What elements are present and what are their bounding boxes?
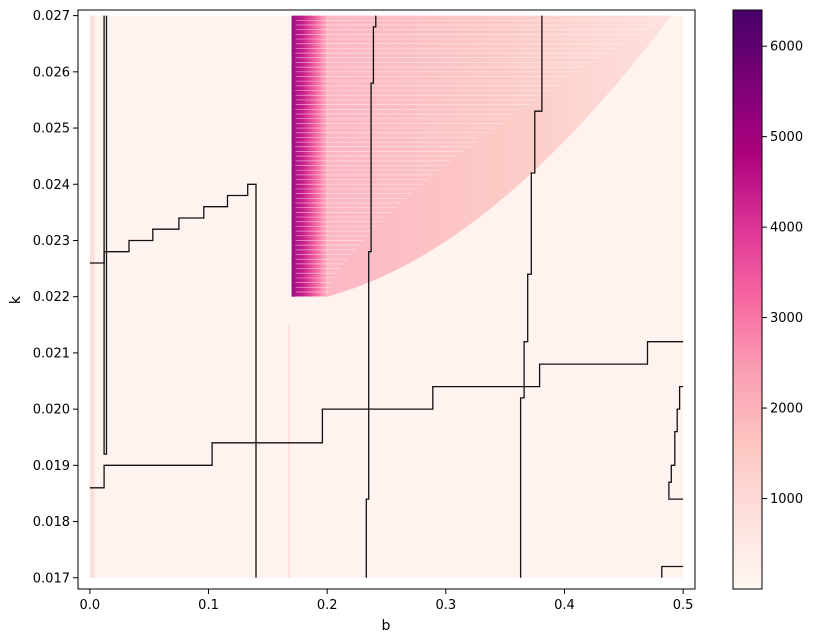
- plot-area: [89, 15, 684, 578]
- contour-line: [519, 15, 543, 578]
- y-tick-label: 0.019: [33, 459, 70, 474]
- y-tick-label: 0.021: [33, 346, 70, 361]
- colorbar-tick-label: 4000: [770, 221, 803, 236]
- y-tick-label: 0.017: [33, 571, 70, 586]
- colorbar-tick-label: 6000: [770, 40, 803, 55]
- colorbar: [732, 9, 763, 590]
- y-tick-label: 0.023: [33, 234, 70, 249]
- colorbar-tick-label: 3000: [770, 311, 803, 326]
- plot-frame: [77, 9, 696, 590]
- x-tick-label: 0.2: [317, 598, 338, 613]
- y-tick-label: 0.025: [33, 122, 70, 137]
- x-tick-label: 0.3: [435, 598, 456, 613]
- x-tick-label: 0.1: [198, 598, 219, 613]
- y-tick-label: 0.026: [33, 65, 70, 80]
- contour-line: [89, 183, 257, 578]
- colorbar-tick-label: 5000: [770, 130, 803, 145]
- contour-line: [103, 15, 108, 455]
- y-tick-label: 0.018: [33, 515, 70, 530]
- contour-line: [365, 15, 377, 578]
- x-tick-label: 0.5: [673, 598, 694, 613]
- y-axis-label: k: [8, 295, 24, 304]
- contour-line: [668, 385, 684, 500]
- y-tick-label: 0.024: [33, 178, 70, 193]
- contour-lines: [89, 15, 684, 578]
- x-axis: 0.0 0.1 0.2 0.3 0.4 0.5: [80, 589, 694, 613]
- colorbar-tick-label: 2000: [770, 402, 803, 417]
- contour-line: [89, 341, 684, 489]
- colorbar-axis: 1000 2000 3000 4000 5000 6000: [762, 40, 803, 507]
- x-axis-label: b: [382, 618, 391, 634]
- y-tick-label: 0.020: [33, 403, 70, 418]
- y-tick-label: 0.022: [33, 290, 70, 305]
- colorbar-tick-label: 1000: [770, 492, 803, 507]
- y-tick-label: 0.027: [33, 9, 70, 24]
- heatmap-trace: [288, 324, 291, 578]
- heatmap-strip: [89, 15, 95, 578]
- y-axis: 0.017 0.018 0.019 0.020 0.021 0.022 0.023 0.024…: [33, 9, 78, 586]
- x-tick-label: 0.4: [554, 598, 575, 613]
- contour-line: [661, 565, 684, 578]
- x-tick-label: 0.0: [80, 598, 101, 613]
